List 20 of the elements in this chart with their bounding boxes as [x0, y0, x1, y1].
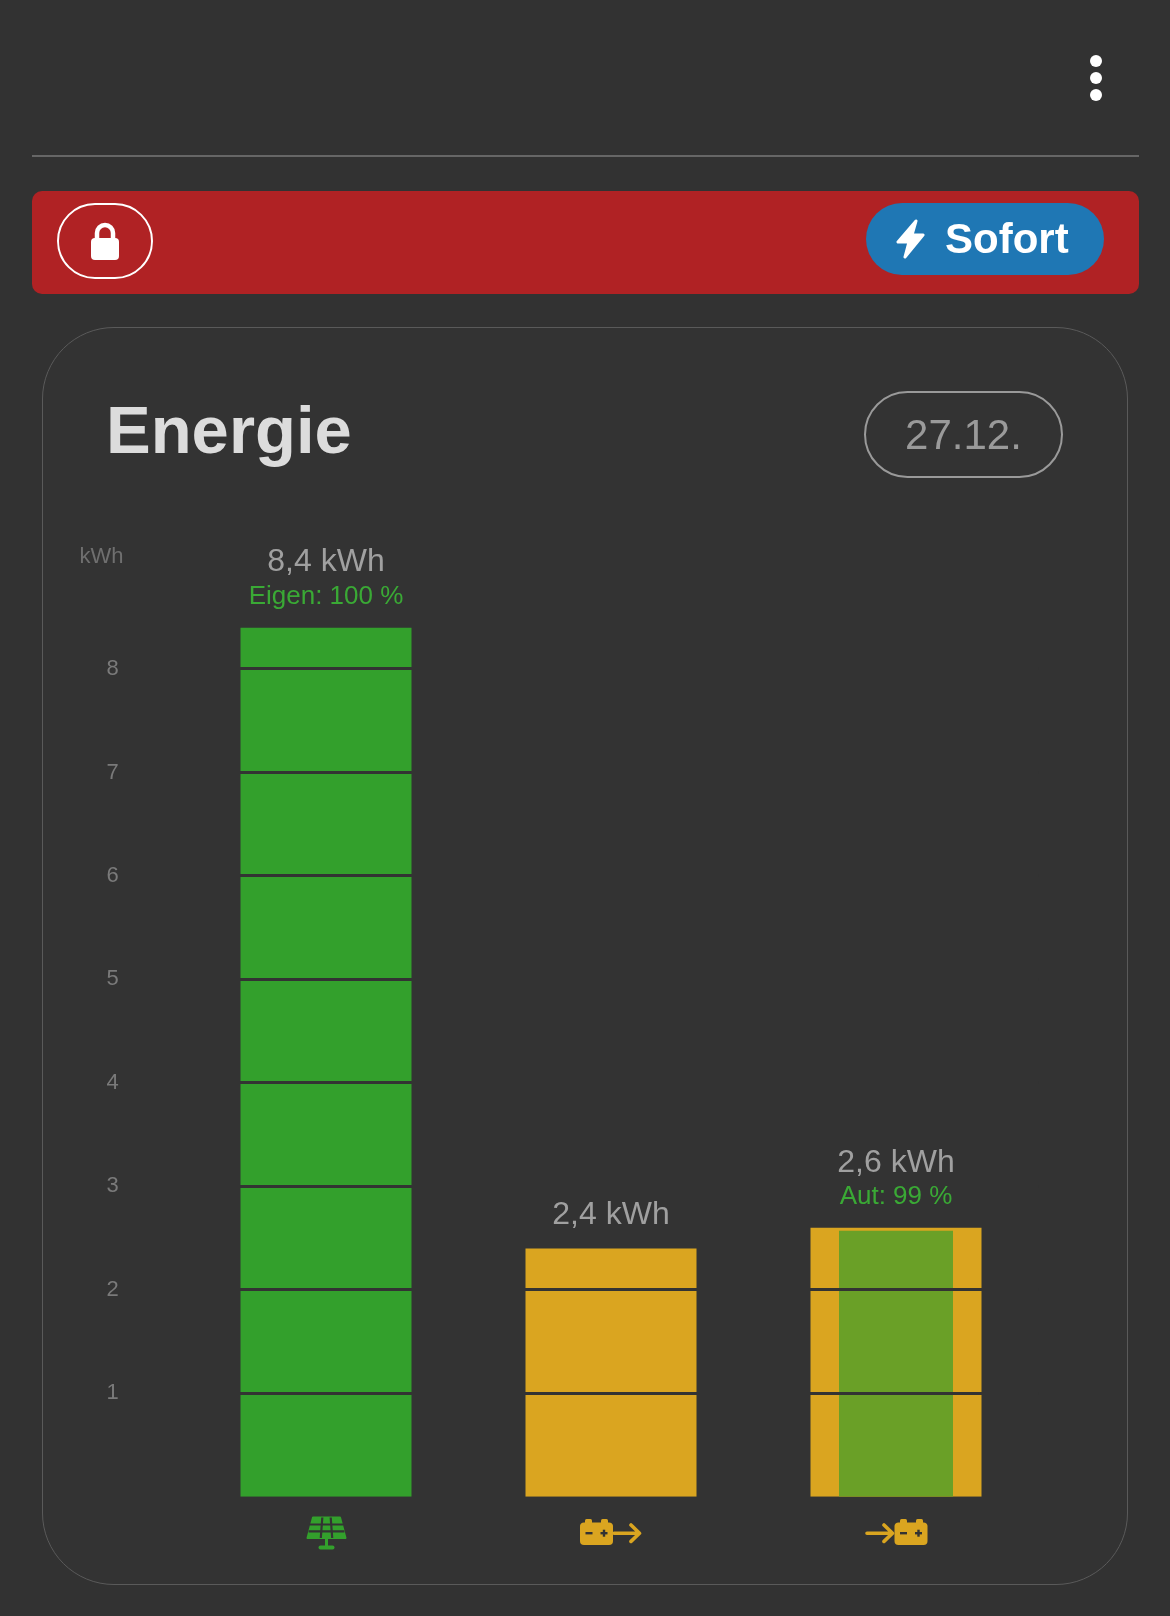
y-tick-label: 1: [106, 1379, 119, 1405]
y-tick-label: 2: [106, 1275, 119, 1301]
data-label: 8,4 kWh: [267, 542, 385, 579]
y-tick-label: 4: [106, 1068, 119, 1094]
bar: [240, 627, 412, 1497]
y-tick-label: 8: [106, 655, 119, 681]
y-tick-label: 6: [106, 862, 119, 888]
chart-subtitle: 27.12.: [864, 391, 1063, 478]
bar: [839, 1230, 953, 1497]
y-tick-label: 3: [106, 1172, 119, 1198]
y-tick-label: 5: [106, 965, 119, 991]
data-label: 2,6 kWh: [837, 1142, 955, 1179]
text: Sofort: [945, 215, 1069, 263]
annotation: Aut: 99 %: [839, 1179, 953, 1210]
y-axis-title: kWh: [79, 543, 124, 569]
chart-title: Energie: [106, 392, 352, 467]
y-tick-label: 7: [106, 758, 119, 784]
bar: [525, 1248, 697, 1497]
data-label: 2,4 kWh: [552, 1195, 670, 1232]
annotation: Eigen: 100 %: [248, 579, 404, 610]
